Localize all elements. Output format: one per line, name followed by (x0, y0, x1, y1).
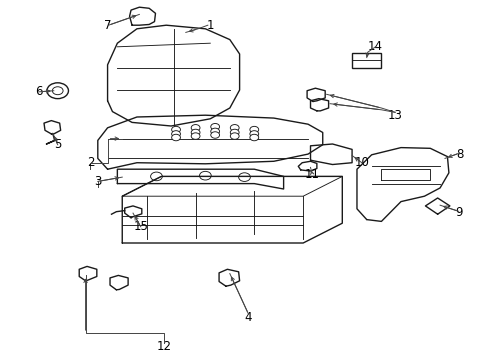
Text: 9: 9 (454, 206, 462, 219)
Circle shape (210, 128, 219, 135)
Text: 14: 14 (367, 40, 382, 53)
Circle shape (191, 133, 200, 139)
Polygon shape (310, 144, 351, 165)
Text: 5: 5 (54, 138, 61, 151)
Text: 8: 8 (455, 148, 463, 161)
Circle shape (249, 131, 258, 137)
Bar (351, 53, 381, 68)
Polygon shape (44, 121, 61, 134)
Polygon shape (122, 176, 342, 243)
Text: 15: 15 (133, 220, 148, 233)
Polygon shape (98, 115, 322, 169)
Circle shape (249, 134, 258, 141)
Text: 13: 13 (387, 109, 402, 122)
Polygon shape (310, 99, 328, 111)
Text: 10: 10 (354, 156, 368, 169)
Text: 4: 4 (244, 311, 252, 324)
Circle shape (210, 123, 219, 130)
Text: 11: 11 (304, 168, 319, 181)
Polygon shape (110, 275, 128, 290)
Circle shape (171, 134, 180, 141)
Text: 7: 7 (103, 19, 111, 32)
Circle shape (230, 129, 239, 136)
Polygon shape (79, 266, 97, 281)
Polygon shape (425, 198, 449, 214)
Circle shape (249, 126, 258, 133)
Text: 2: 2 (86, 156, 94, 169)
Polygon shape (124, 206, 142, 218)
Circle shape (210, 132, 219, 138)
Polygon shape (117, 169, 283, 189)
Circle shape (230, 125, 239, 131)
Polygon shape (356, 148, 448, 221)
Circle shape (191, 125, 200, 131)
Polygon shape (298, 161, 316, 171)
Polygon shape (306, 88, 325, 102)
Circle shape (171, 131, 180, 137)
Circle shape (191, 129, 200, 136)
Circle shape (171, 126, 180, 133)
Polygon shape (129, 7, 155, 25)
Text: 6: 6 (35, 85, 43, 98)
Text: 12: 12 (156, 340, 171, 353)
Text: 3: 3 (94, 175, 102, 188)
Polygon shape (107, 25, 239, 126)
Circle shape (230, 133, 239, 139)
Text: 1: 1 (206, 19, 214, 32)
Polygon shape (219, 269, 239, 286)
